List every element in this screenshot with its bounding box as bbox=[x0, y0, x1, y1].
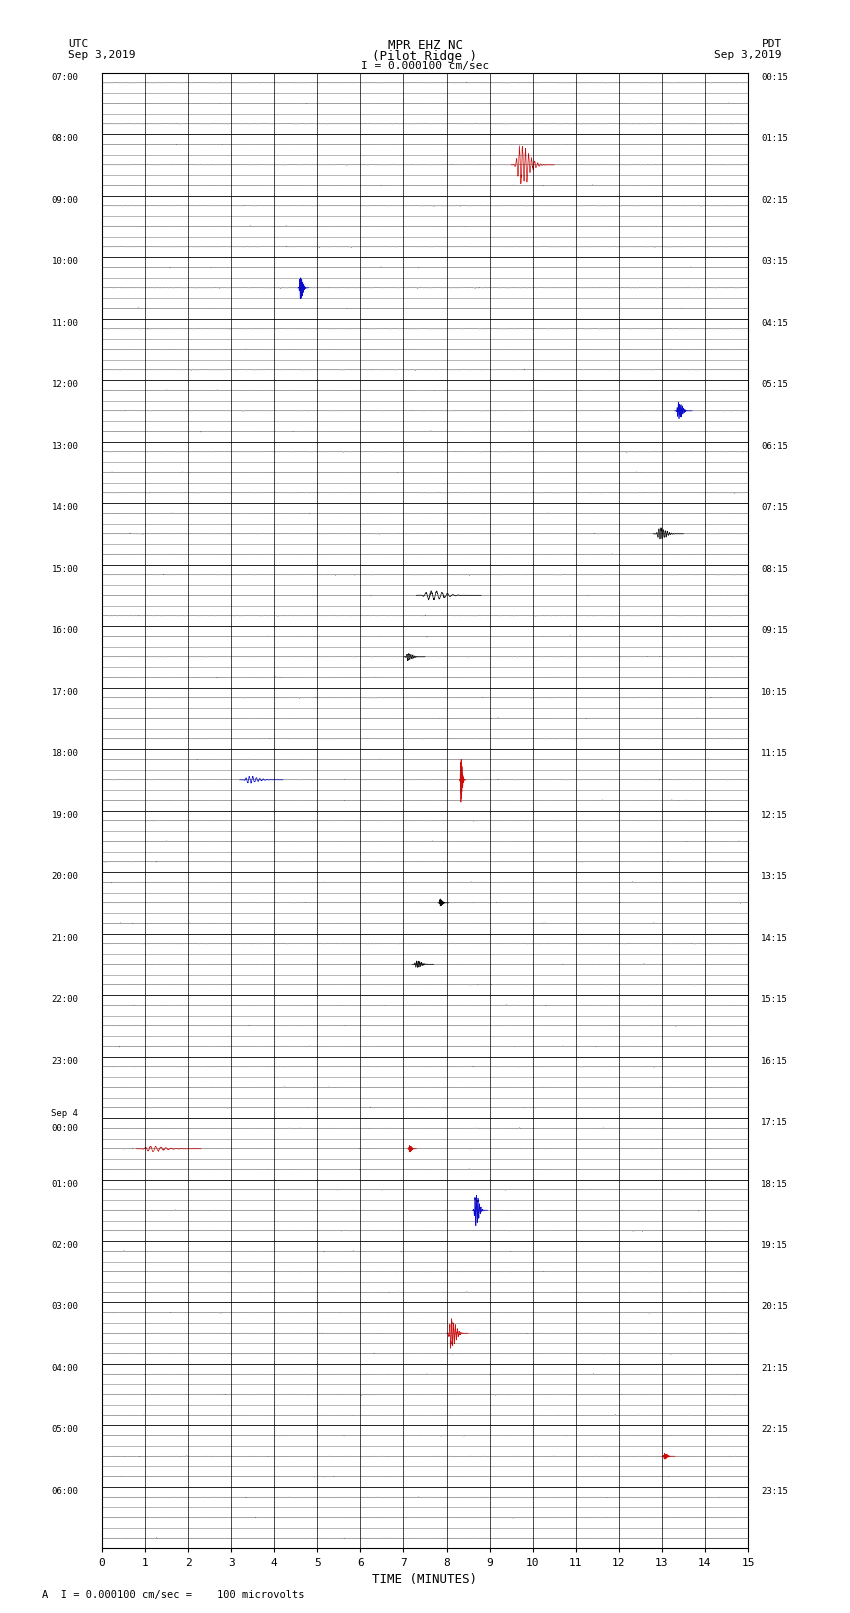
Text: 22:00: 22:00 bbox=[52, 995, 78, 1003]
Text: 11:00: 11:00 bbox=[52, 319, 78, 327]
Text: 04:15: 04:15 bbox=[761, 319, 788, 327]
Text: 15:00: 15:00 bbox=[52, 565, 78, 574]
Text: 23:15: 23:15 bbox=[761, 1487, 788, 1495]
Text: 05:15: 05:15 bbox=[761, 381, 788, 389]
Text: 00:00: 00:00 bbox=[52, 1124, 78, 1134]
Text: 03:00: 03:00 bbox=[52, 1303, 78, 1311]
Text: 01:00: 01:00 bbox=[52, 1179, 78, 1189]
Text: 14:00: 14:00 bbox=[52, 503, 78, 511]
Text: 20:00: 20:00 bbox=[52, 873, 78, 881]
Text: 22:15: 22:15 bbox=[761, 1426, 788, 1434]
Text: PDT
Sep 3,2019: PDT Sep 3,2019 bbox=[715, 39, 782, 60]
Text: 00:15: 00:15 bbox=[761, 73, 788, 82]
Text: 09:00: 09:00 bbox=[52, 195, 78, 205]
Text: 03:15: 03:15 bbox=[761, 256, 788, 266]
Text: Sep 4: Sep 4 bbox=[52, 1108, 78, 1118]
Text: MPR EHZ NC: MPR EHZ NC bbox=[388, 39, 462, 52]
Text: 16:15: 16:15 bbox=[761, 1057, 788, 1066]
Text: 21:15: 21:15 bbox=[761, 1365, 788, 1373]
Text: 05:00: 05:00 bbox=[52, 1426, 78, 1434]
Text: 21:00: 21:00 bbox=[52, 934, 78, 942]
Text: 01:15: 01:15 bbox=[761, 134, 788, 144]
Text: 10:15: 10:15 bbox=[761, 687, 788, 697]
Text: 19:00: 19:00 bbox=[52, 811, 78, 819]
Text: 13:00: 13:00 bbox=[52, 442, 78, 450]
Text: 02:00: 02:00 bbox=[52, 1240, 78, 1250]
Text: 08:15: 08:15 bbox=[761, 565, 788, 574]
Text: I = 0.000100 cm/sec: I = 0.000100 cm/sec bbox=[361, 61, 489, 71]
Text: 13:15: 13:15 bbox=[761, 873, 788, 881]
Text: 19:15: 19:15 bbox=[761, 1240, 788, 1250]
Text: 20:15: 20:15 bbox=[761, 1303, 788, 1311]
Text: 07:00: 07:00 bbox=[52, 73, 78, 82]
Text: 07:15: 07:15 bbox=[761, 503, 788, 511]
Text: 11:15: 11:15 bbox=[761, 748, 788, 758]
Text: (Pilot Ridge ): (Pilot Ridge ) bbox=[372, 50, 478, 63]
Text: 17:15: 17:15 bbox=[761, 1118, 788, 1127]
Text: UTC
Sep 3,2019: UTC Sep 3,2019 bbox=[68, 39, 135, 60]
Text: 16:00: 16:00 bbox=[52, 626, 78, 636]
Text: 17:00: 17:00 bbox=[52, 687, 78, 697]
Text: 02:15: 02:15 bbox=[761, 195, 788, 205]
Text: 12:00: 12:00 bbox=[52, 381, 78, 389]
Text: A  I = 0.000100 cm/sec =    100 microvolts: A I = 0.000100 cm/sec = 100 microvolts bbox=[42, 1590, 305, 1600]
Text: 12:15: 12:15 bbox=[761, 811, 788, 819]
Text: 15:15: 15:15 bbox=[761, 995, 788, 1003]
Text: 04:00: 04:00 bbox=[52, 1365, 78, 1373]
Text: 14:15: 14:15 bbox=[761, 934, 788, 942]
Text: 08:00: 08:00 bbox=[52, 134, 78, 144]
Text: 06:00: 06:00 bbox=[52, 1487, 78, 1495]
Text: 06:15: 06:15 bbox=[761, 442, 788, 450]
Text: 23:00: 23:00 bbox=[52, 1057, 78, 1066]
Text: 18:00: 18:00 bbox=[52, 748, 78, 758]
Text: 18:15: 18:15 bbox=[761, 1179, 788, 1189]
X-axis label: TIME (MINUTES): TIME (MINUTES) bbox=[372, 1573, 478, 1586]
Text: 10:00: 10:00 bbox=[52, 256, 78, 266]
Text: 09:15: 09:15 bbox=[761, 626, 788, 636]
